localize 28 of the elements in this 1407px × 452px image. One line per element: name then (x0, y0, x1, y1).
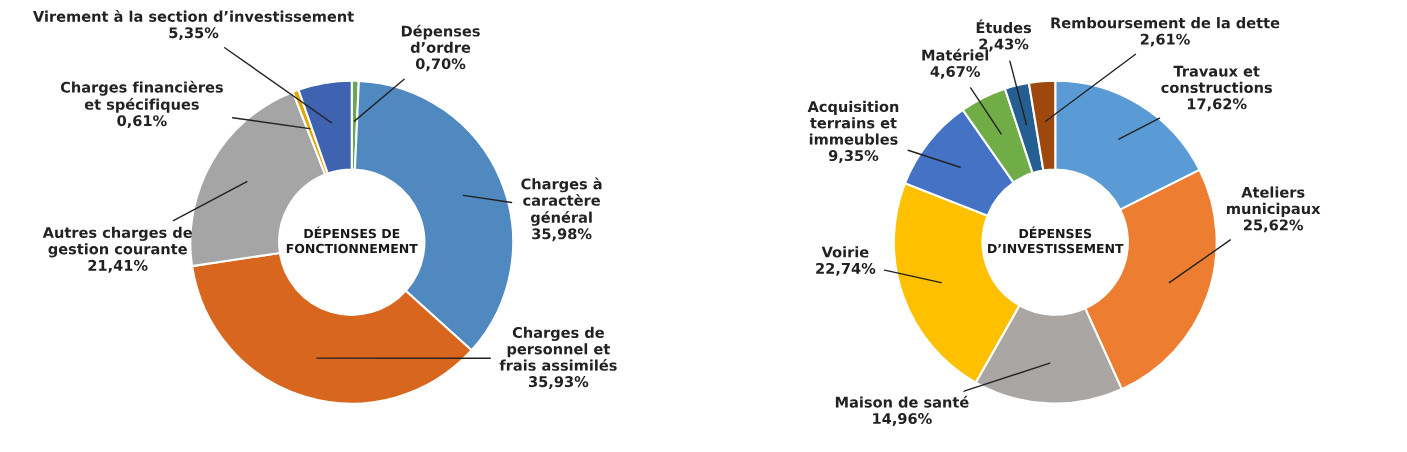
data-label: 21,41% (88, 259, 148, 273)
data-label: 4,67% (930, 65, 980, 79)
slice-label: Charges à caractère général (521, 177, 602, 226)
slice-label: Dépenses d’ordre (401, 24, 480, 53)
slice-label: Ateliers municipaux (1227, 186, 1321, 217)
slice-label: Travaux et constructions (1161, 65, 1272, 94)
slice-label: Voirie (821, 246, 869, 258)
text: DÉPENSES D’INVESTISSEMENT (988, 226, 1124, 254)
slice-label: Remboursement de la dette (1051, 17, 1280, 29)
data-label: 2,61% (1140, 33, 1190, 47)
data-label: 22,74% (816, 262, 876, 276)
data-label: 0,70% (415, 58, 466, 72)
slice-label: Virement à la section d’investissement (33, 10, 354, 22)
slice-label: Autres charges de gestion courante (42, 226, 192, 258)
data-label: 35,98% (532, 228, 592, 242)
text: DÉPENSES DE FONCTIONNEMENT (286, 226, 418, 254)
data-label: 17,62% (1187, 98, 1247, 112)
data-label: 35,93% (528, 376, 589, 390)
slice-label: Études (976, 19, 1032, 34)
slice-label: Charges de personnel et frais assimilés (499, 326, 617, 371)
slice-label: Maison de santé (835, 395, 969, 408)
data-label: 9,35% (828, 150, 879, 163)
slice-label: Acquisition terrains et immeubles (807, 100, 899, 145)
data-label: 25,62% (1243, 219, 1304, 233)
data-label: 14,96% (873, 413, 932, 426)
data-label: 5,35% (169, 27, 219, 41)
slice-label: Charges financières et spécifiques (60, 80, 223, 113)
data-label: 0,61% (117, 115, 167, 129)
